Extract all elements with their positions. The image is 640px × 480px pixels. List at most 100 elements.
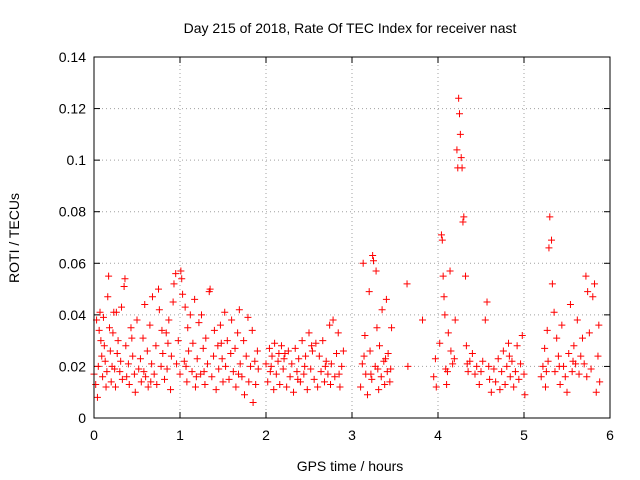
data-point (542, 383, 549, 391)
data-point (124, 360, 132, 368)
data-point (322, 357, 330, 365)
data-point (109, 329, 117, 337)
data-point (130, 370, 138, 378)
data-point (131, 388, 139, 396)
data-point (485, 362, 493, 370)
data-point (219, 378, 227, 386)
data-point (403, 280, 411, 288)
data-point (185, 347, 193, 355)
data-point (140, 368, 148, 376)
data-point (580, 360, 588, 368)
data-point (268, 352, 276, 360)
data-point (133, 316, 141, 324)
data-point (477, 368, 485, 376)
data-point (432, 383, 440, 391)
data-point (513, 342, 521, 350)
data-point (321, 362, 329, 370)
data-point (272, 370, 280, 378)
data-point (545, 244, 553, 252)
data-point (324, 370, 332, 378)
data-point (155, 306, 163, 314)
data-point (136, 355, 144, 363)
data-point (592, 388, 600, 396)
data-point (215, 365, 223, 373)
data-point (436, 339, 444, 347)
data-point (479, 357, 487, 365)
data-point (167, 386, 175, 394)
data-point (265, 344, 273, 352)
data-point (279, 365, 287, 373)
data-point (460, 213, 468, 221)
data-point (193, 355, 201, 363)
data-point (544, 357, 552, 365)
data-point (200, 368, 208, 376)
data-point (93, 393, 101, 401)
x-tick-label: 6 (606, 427, 614, 443)
data-point (191, 383, 199, 391)
data-point (161, 375, 169, 383)
data-point (327, 380, 334, 388)
data-point (206, 285, 214, 293)
data-point (591, 280, 599, 288)
data-point (222, 362, 230, 370)
data-point (191, 295, 199, 303)
data-point (459, 218, 467, 226)
data-point (267, 362, 275, 370)
data-point (308, 342, 316, 350)
data-point (179, 290, 187, 298)
data-point (542, 368, 550, 376)
data-point (228, 316, 236, 324)
data-point (458, 164, 466, 172)
data-point (181, 303, 189, 311)
data-point (240, 337, 248, 345)
data-point (381, 380, 389, 388)
data-point (570, 342, 578, 350)
data-point (270, 386, 278, 394)
data-point (496, 386, 504, 394)
data-point (229, 368, 237, 376)
data-point (293, 368, 301, 376)
data-point (307, 365, 315, 373)
data-point (339, 347, 347, 355)
data-point (357, 383, 365, 391)
data-point (305, 329, 313, 337)
data-point (95, 326, 103, 334)
data-point (438, 236, 446, 244)
data-point (188, 368, 196, 376)
data-point (163, 365, 171, 373)
data-point (162, 329, 170, 337)
data-point (249, 399, 257, 407)
data-point (437, 231, 445, 239)
data-point (419, 316, 427, 324)
data-point (387, 365, 395, 373)
data-point (147, 378, 155, 386)
data-point (550, 308, 558, 316)
data-point (212, 386, 220, 394)
data-point (539, 362, 547, 370)
y-tick-label: 0.14 (59, 49, 86, 65)
data-point (172, 270, 180, 278)
data-point (404, 362, 412, 370)
plot-frame (93, 56, 611, 419)
data-point (94, 362, 102, 370)
data-point (368, 375, 376, 383)
data-point (589, 293, 597, 301)
data-point (548, 236, 556, 244)
data-point (225, 375, 233, 383)
data-point (254, 365, 262, 373)
data-point (157, 362, 165, 370)
data-point (441, 311, 449, 319)
data-point (286, 373, 294, 381)
data-point (198, 311, 205, 319)
data-point (251, 357, 259, 365)
data-point (369, 252, 377, 260)
data-point (177, 267, 185, 275)
data-point (201, 380, 209, 388)
data-point (182, 362, 190, 370)
data-point (453, 146, 461, 154)
data-point (451, 316, 459, 324)
data-point (551, 368, 559, 376)
data-point (518, 331, 526, 339)
data-point (105, 324, 113, 332)
data-point (141, 301, 149, 309)
